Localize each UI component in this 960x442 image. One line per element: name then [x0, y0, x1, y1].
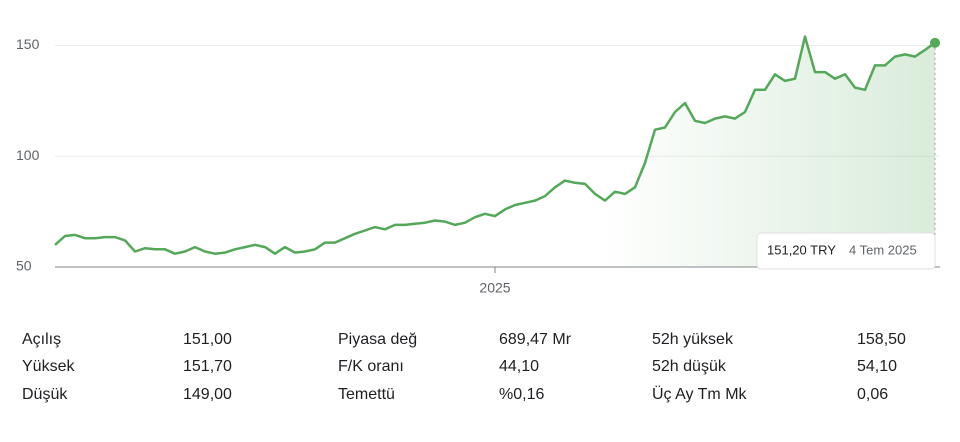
- stat-value: 44,10: [499, 358, 539, 375]
- tooltip-box: [756, 232, 936, 270]
- tooltip-date: 4 Tem 2025: [849, 242, 917, 257]
- stat-value: 158,50: [857, 331, 906, 348]
- stat-label: 52h düşük: [652, 358, 727, 375]
- stat-label: Yüksek: [22, 358, 75, 375]
- y-tick-label: 150: [16, 36, 40, 52]
- stat-value: 0,06: [857, 386, 888, 403]
- stat-value: 151,70: [183, 358, 232, 375]
- stat-label: Üç Ay Tm Mk: [652, 385, 748, 403]
- stat-value: 149,00: [183, 386, 232, 403]
- stat-label: Temettü: [338, 386, 395, 403]
- stat-label: Açılış: [22, 331, 61, 348]
- stat-value: %0,16: [499, 386, 544, 403]
- price-line: [54, 35, 936, 255]
- stat-label: Piyasa değ: [338, 331, 417, 348]
- stat-label: F/K oranı: [338, 358, 404, 375]
- y-tick-label: 100: [16, 147, 40, 163]
- stat-value: 151,00: [183, 331, 232, 348]
- hover-dot: [930, 37, 940, 48]
- area: [55, 36, 935, 267]
- stat-value: 689,47 Mr: [499, 331, 572, 348]
- x-tick-label: 2025: [479, 280, 510, 296]
- tooltip-value: 151,20 TRY: [767, 242, 836, 257]
- stat-label: Düşük: [22, 386, 68, 403]
- stat-value: 54,10: [857, 358, 897, 375]
- y-tick-label: 50: [16, 258, 32, 274]
- stat-label: 52h yüksek: [652, 331, 734, 348]
